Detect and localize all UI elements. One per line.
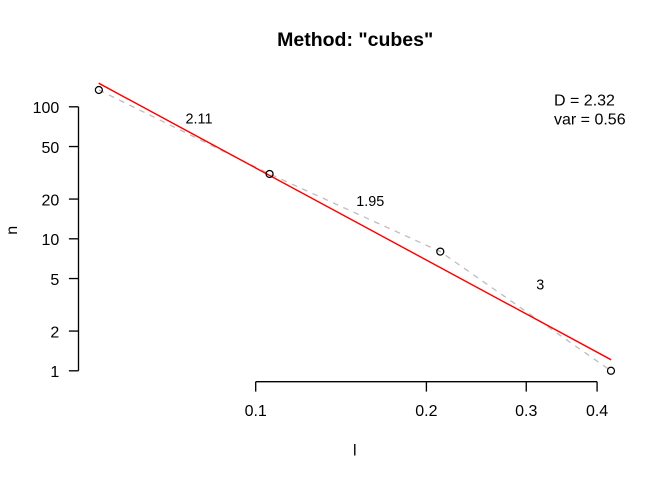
svg-text:3: 3 <box>536 278 544 294</box>
svg-text:2: 2 <box>50 324 59 341</box>
svg-text:20: 20 <box>42 192 60 209</box>
svg-text:n: n <box>4 226 21 235</box>
svg-text:10: 10 <box>42 232 60 249</box>
svg-text:0.1: 0.1 <box>245 403 267 420</box>
svg-text:1: 1 <box>50 364 59 381</box>
svg-text:100: 100 <box>33 100 60 117</box>
svg-text:0.4: 0.4 <box>586 403 608 420</box>
svg-text:Method: "cubes": Method: "cubes" <box>277 29 433 51</box>
svg-text:5: 5 <box>50 272 59 289</box>
svg-text:2.11: 2.11 <box>186 112 213 128</box>
svg-text:var = 0.56: var = 0.56 <box>554 111 626 128</box>
svg-text:0.3: 0.3 <box>515 403 537 420</box>
svg-text:0.2: 0.2 <box>415 403 437 420</box>
svg-text:50: 50 <box>42 140 60 157</box>
svg-text:D = 2.32: D = 2.32 <box>554 92 615 109</box>
svg-text:1.95: 1.95 <box>356 194 384 210</box>
svg-text:l: l <box>353 443 357 460</box>
